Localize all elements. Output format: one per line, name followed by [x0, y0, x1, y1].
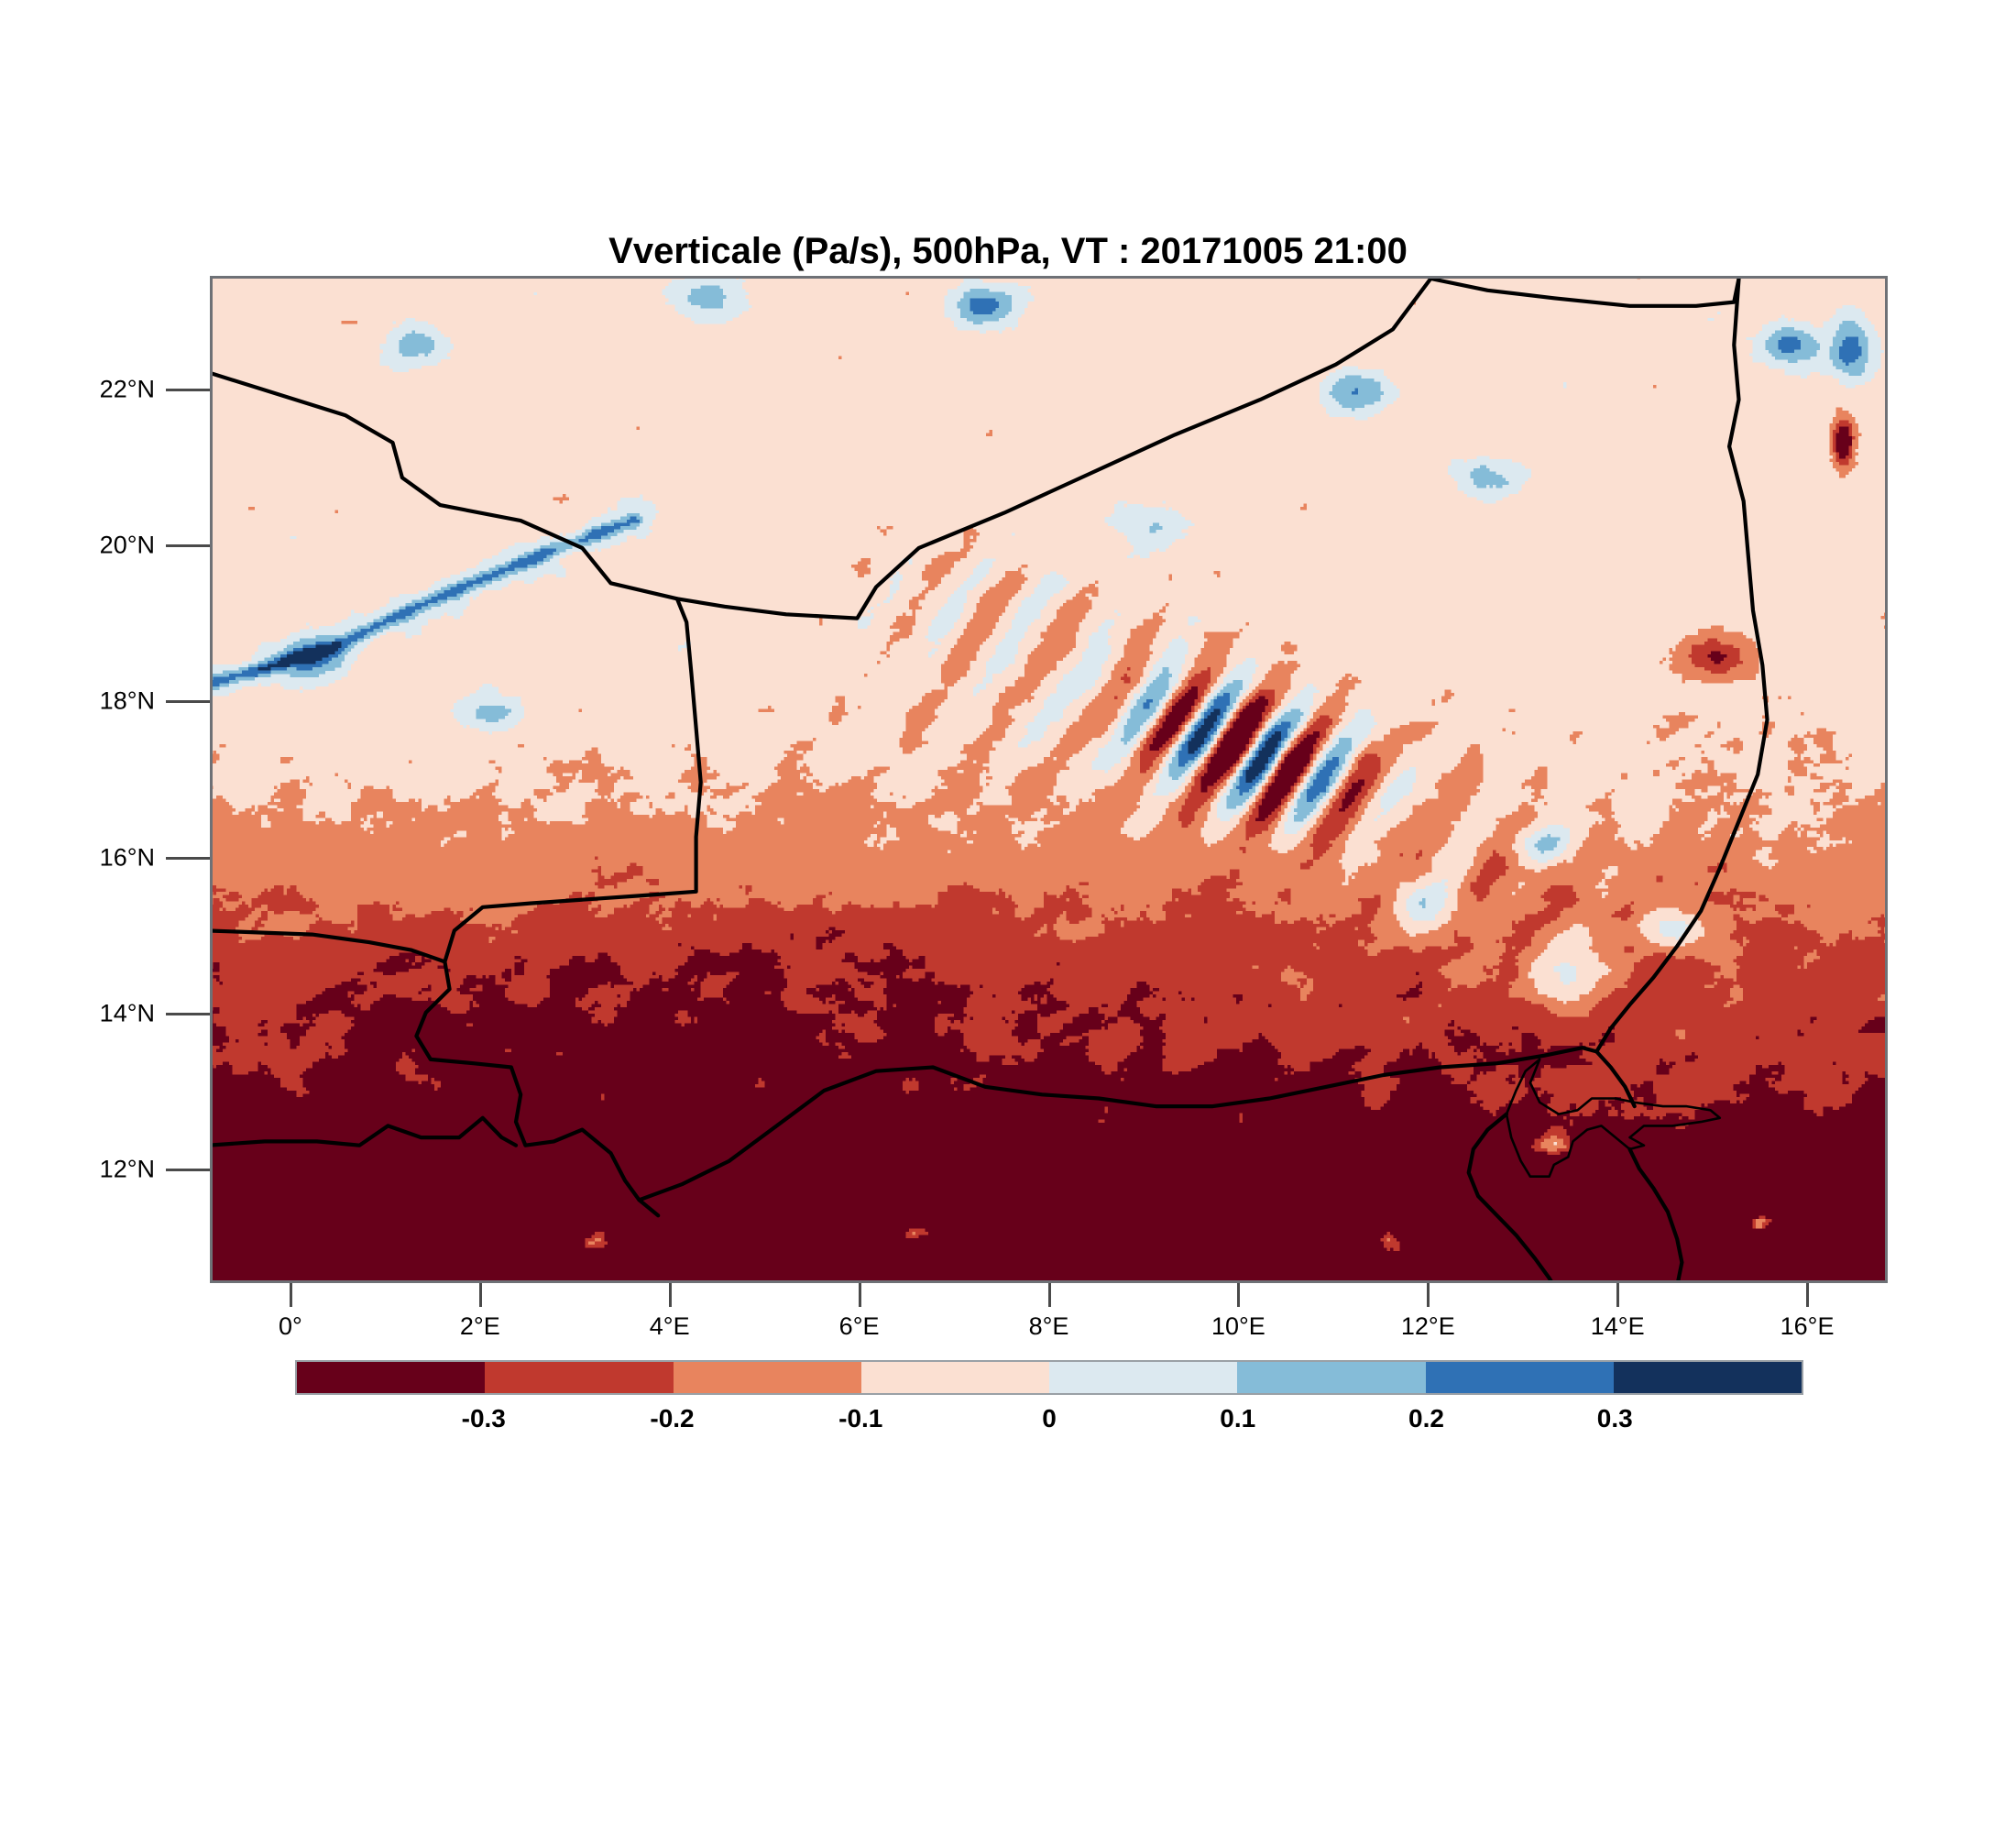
latitude-tick-label: 22°N: [99, 375, 155, 403]
longitude-tick-label: 2°E: [459, 1312, 500, 1340]
latitude-tick-mark: [166, 856, 210, 860]
lake-chad-outline: [1505, 1058, 1722, 1178]
longitude-tick-mark: [289, 1283, 292, 1307]
longitude-tick-mark: [1427, 1283, 1430, 1307]
longitude-tick-label: 12°E: [1400, 1312, 1455, 1340]
longitude-tick-label: 6°E: [838, 1312, 880, 1340]
latitude-tick-mark: [166, 543, 210, 547]
nigeria-cameroon-border: [1466, 1112, 1553, 1280]
longitude-tick-label: 10°E: [1211, 1312, 1265, 1340]
niger-nigeria-border: [637, 1046, 1599, 1202]
colorbar-tick-label: -0.2: [650, 1404, 695, 1432]
longitude-tick-mark: [1237, 1283, 1241, 1307]
latitude-tick-label: 18°N: [99, 686, 155, 715]
vertical-velocity-field: [213, 279, 1885, 1280]
map-plot-area: [210, 276, 1888, 1283]
country-borders-overlay: [213, 279, 1769, 1280]
longitude-tick-mark: [668, 1283, 672, 1307]
colorbar: [295, 1360, 1803, 1395]
latitude-tick-label: 12°N: [99, 1155, 155, 1183]
longitude-tick-mark: [858, 1283, 861, 1307]
colorbar-tick-label: 0.1: [1220, 1404, 1256, 1432]
colorbar-band-6: [1425, 1362, 1614, 1393]
niger-chad-border: [1594, 279, 1769, 1054]
chart-title: Vverticale (Pa/s), 500hPa, VT : 20171005…: [608, 231, 1408, 271]
burkina-niger-border: [213, 1115, 519, 1147]
longitude-tick-label: 4°E: [649, 1312, 690, 1340]
longitude-tick-label: 0°: [279, 1312, 302, 1340]
latitude-tick-mark: [166, 1169, 210, 1172]
colorbar-band-0: [297, 1362, 486, 1393]
longitude-tick-label: 14°E: [1590, 1312, 1645, 1340]
colorbar-band-3: [860, 1362, 1049, 1393]
colorbar-band-7: [1613, 1362, 1802, 1393]
algeria-niger-border: [213, 279, 1433, 620]
colorbar-band-5: [1237, 1362, 1426, 1393]
colorbar-tick-label: -0.3: [461, 1404, 506, 1432]
colorbar-band-2: [673, 1362, 861, 1393]
longitude-tick-label: 16°E: [1780, 1312, 1835, 1340]
latitude-tick-mark: [166, 700, 210, 704]
longitude-tick-mark: [1047, 1283, 1051, 1307]
longitude-tick-mark: [478, 1283, 482, 1307]
chad-cameroon-border: [1594, 1049, 1637, 1109]
colorbar-tick-label: 0.3: [1596, 1404, 1633, 1432]
latitude-tick-mark: [166, 388, 210, 391]
mali-niger-border: [213, 928, 661, 1218]
latitude-tick-label: 14°N: [99, 999, 155, 1027]
longitude-tick-mark: [1806, 1283, 1810, 1307]
latitude-tick-label: 16°N: [99, 843, 155, 872]
libya-niger-border: [1429, 279, 1741, 308]
colorbar-tick-label: 0.2: [1408, 1404, 1444, 1432]
colorbar-band-4: [1049, 1362, 1238, 1393]
colorbar-band-1: [485, 1362, 674, 1393]
latitude-tick-mark: [166, 1013, 210, 1016]
cameroon-border-south: [1627, 1147, 1684, 1280]
latitude-tick-label: 20°N: [99, 531, 155, 559]
longitude-tick-mark: [1616, 1283, 1620, 1307]
mali-niger-north-border: [443, 597, 703, 964]
longitude-tick-label: 8°E: [1028, 1312, 1069, 1340]
colorbar-tick-label: 0: [1042, 1404, 1057, 1432]
colorbar-tick-label: -0.1: [838, 1404, 883, 1432]
